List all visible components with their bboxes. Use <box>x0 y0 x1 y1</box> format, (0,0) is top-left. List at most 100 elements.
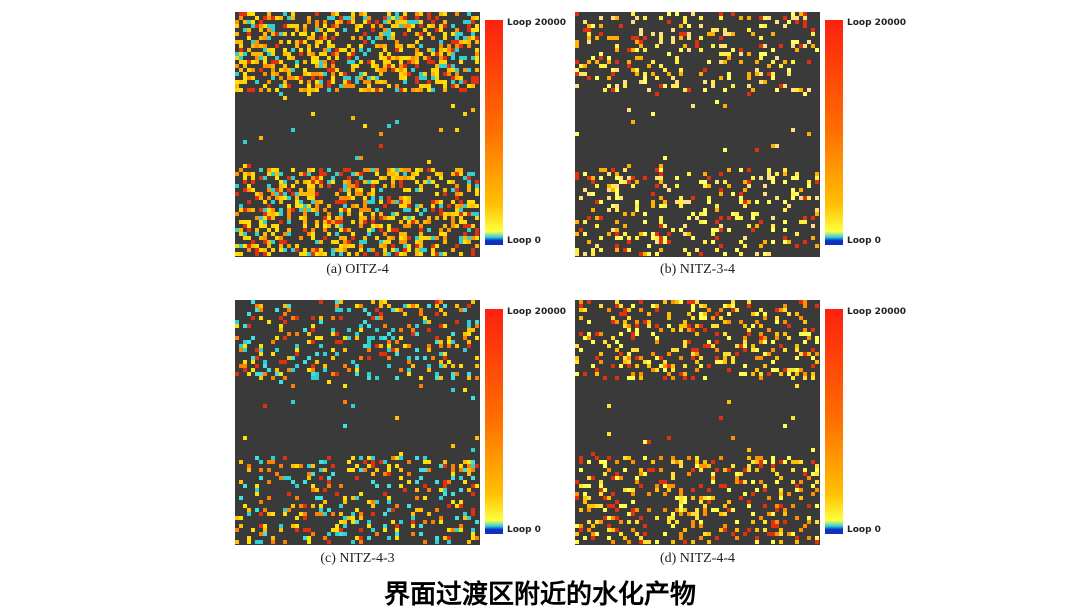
heatmap-cell <box>679 372 683 376</box>
heatmap-cell <box>311 372 315 376</box>
heatmap-cell <box>367 376 371 380</box>
heatmap-cell <box>471 528 475 532</box>
heatmap-cell <box>259 88 263 92</box>
heatmap-cell <box>247 88 251 92</box>
heatmap-cell <box>743 532 747 536</box>
heatmap-cell <box>463 308 467 312</box>
heatmap-cell <box>247 28 251 32</box>
heatmap-cell <box>407 224 411 228</box>
heatmap-cell <box>611 68 615 72</box>
heatmap-cell <box>439 344 443 348</box>
heatmap-cell <box>791 88 795 92</box>
heatmap-cell <box>455 188 459 192</box>
heatmap-cell <box>655 236 659 240</box>
heatmap-cell <box>235 64 239 68</box>
heatmap-cell <box>475 320 479 324</box>
heatmap-cell <box>279 248 283 252</box>
heatmap-cell <box>259 532 263 536</box>
heatmap-cell <box>639 40 643 44</box>
heatmap-cell <box>627 376 631 380</box>
heatmap-cell <box>343 520 347 524</box>
heatmap-cell <box>379 36 383 40</box>
heatmap-cell <box>783 304 787 308</box>
heatmap-cell <box>271 456 275 460</box>
heatmap-cell <box>315 88 319 92</box>
heatmap-cell <box>291 504 295 508</box>
heatmap-cell <box>347 460 351 464</box>
heatmap-cell <box>287 476 291 480</box>
heatmap-cell <box>307 188 311 192</box>
heatmap-cell <box>791 188 795 192</box>
heatmap-cell <box>739 344 743 348</box>
heatmap-cell <box>787 372 791 376</box>
heatmap-cell <box>239 16 243 20</box>
heatmap-cell <box>691 496 695 500</box>
heatmap-cell <box>251 76 255 80</box>
colorbar-b-min-label: Loop 0 <box>847 236 881 246</box>
heatmap-cell <box>791 504 795 508</box>
heatmap-cell <box>291 24 295 28</box>
heatmap-cell <box>351 116 355 120</box>
heatmap-cell <box>655 168 659 172</box>
heatmap-cell <box>247 76 251 80</box>
heatmap-cell <box>427 48 431 52</box>
heatmap-cell <box>283 376 287 380</box>
heatmap-cell <box>363 204 367 208</box>
heatmap-cell <box>815 176 819 180</box>
heatmap-cell <box>743 468 747 472</box>
heatmap-cell <box>591 208 595 212</box>
heatmap-cell <box>375 76 379 80</box>
heatmap-cell <box>323 460 327 464</box>
heatmap-cell <box>735 472 739 476</box>
heatmap-cell <box>383 60 387 64</box>
heatmap-cell <box>667 520 671 524</box>
heatmap-cell <box>387 356 391 360</box>
heatmap-cell <box>347 44 351 48</box>
heatmap-cell <box>771 460 775 464</box>
heatmap-cell <box>659 196 663 200</box>
heatmap-cell <box>591 524 595 528</box>
heatmap-cell <box>291 32 295 36</box>
heatmap-cell <box>259 372 263 376</box>
heatmap-cell <box>315 176 319 180</box>
heatmap-cell <box>807 88 811 92</box>
heatmap-cell <box>383 492 387 496</box>
heatmap-cell <box>327 40 331 44</box>
heatmap-cell <box>699 252 703 256</box>
heatmap-cell <box>427 228 431 232</box>
heatmap-cell <box>459 192 463 196</box>
heatmap-cell <box>723 332 727 336</box>
heatmap-cell <box>471 512 475 516</box>
heatmap-cell <box>439 496 443 500</box>
heatmap-cell <box>275 176 279 180</box>
heatmap-cell <box>651 468 655 472</box>
heatmap-cell <box>599 32 603 36</box>
heatmap-cell <box>583 536 587 540</box>
heatmap-cell <box>759 480 763 484</box>
heatmap-cell <box>615 220 619 224</box>
heatmap-cell <box>255 252 259 256</box>
heatmap-cell <box>315 224 319 228</box>
heatmap-cell <box>439 520 443 524</box>
heatmap-cell <box>663 236 667 240</box>
heatmap-cell <box>679 496 683 500</box>
heatmap-cell <box>739 52 743 56</box>
heatmap-cell <box>675 12 679 16</box>
heatmap-cell <box>475 204 479 208</box>
heatmap-cell <box>327 380 331 384</box>
heatmap-cell <box>423 316 427 320</box>
heatmap-cell <box>403 176 407 180</box>
heatmap-cell <box>795 344 799 348</box>
heatmap-cell <box>283 80 287 84</box>
heatmap-cell <box>791 460 795 464</box>
heatmap-cell <box>275 16 279 20</box>
heatmap-cell <box>251 336 255 340</box>
heatmap-cell <box>611 516 615 520</box>
heatmap-cell <box>239 168 243 172</box>
heatmap-cell <box>455 224 459 228</box>
heatmap-cell <box>395 504 399 508</box>
heatmap-cell <box>427 304 431 308</box>
heatmap-cell <box>279 360 283 364</box>
heatmap-cell <box>683 508 687 512</box>
heatmap-cell <box>799 352 803 356</box>
